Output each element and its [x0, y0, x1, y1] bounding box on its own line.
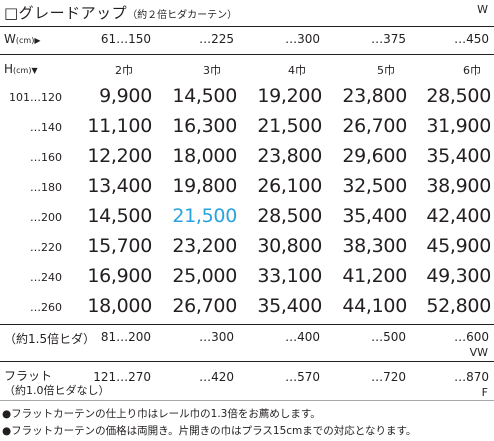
price-cell: 23,800	[257, 145, 322, 167]
price-cell: 19,200	[257, 85, 322, 107]
price-cell: 21,500	[257, 115, 322, 137]
price-cell: 26,700	[342, 115, 407, 137]
price-cell: 18,000	[87, 295, 152, 317]
width-range-1: 61…150	[100, 32, 151, 46]
price-cell: 38,300	[342, 235, 407, 257]
flat-width-2: …420	[199, 370, 234, 384]
note-1: ●フラットカーテンの仕上り巾はレール巾の1.3倍をお薦めします。	[2, 408, 321, 420]
height-range-4: …180	[30, 181, 62, 194]
price-cell: 35,400	[426, 145, 491, 167]
price-cell: 26,100	[257, 175, 322, 197]
width-arrow-icon: ▶	[34, 36, 41, 45]
price-cell: 31,900	[426, 115, 491, 137]
top-rule	[0, 26, 494, 27]
price-cell: 30,800	[257, 235, 322, 257]
width-label: W	[4, 32, 16, 46]
pleat-unit-code: VW	[469, 346, 488, 359]
section-title-main: □グレードアップ	[4, 4, 128, 22]
price-cell: 32,500	[342, 175, 407, 197]
header-rule	[0, 54, 494, 55]
price-cell: 44,100	[342, 295, 407, 317]
price-cell: 23,200	[172, 235, 237, 257]
height-arrow-icon: ▼	[31, 66, 38, 75]
price-cell: 16,300	[172, 115, 237, 137]
width-unit: (cm)	[15, 36, 35, 45]
panel-count-4: 4巾	[288, 64, 306, 77]
width-range-5: …450	[454, 32, 489, 46]
height-label: H	[4, 62, 14, 76]
price-cell: 35,400	[257, 295, 322, 317]
width-unit-code: W	[477, 3, 488, 16]
pleat-rule	[0, 361, 494, 362]
notes-rule	[0, 400, 494, 401]
price-cell: 33,100	[257, 265, 322, 287]
price-cell: 15,700	[87, 235, 152, 257]
section-title-sub: （約２倍ヒダカーテン）	[127, 10, 238, 21]
panel-count-6: 6巾	[463, 64, 481, 77]
flat-row-label: フラット	[4, 369, 53, 383]
height-range-6: …220	[30, 241, 62, 254]
panel-count-5: 5巾	[377, 64, 395, 77]
flat-width-5: …870	[454, 370, 489, 384]
price-cell: 52,800	[426, 295, 491, 317]
width-range-3: …300	[285, 32, 320, 46]
pleat-width-2: …300	[199, 330, 234, 344]
price-cell: 42,400	[426, 205, 491, 227]
price-cell: 12,200	[87, 145, 152, 167]
width-range-4: …375	[371, 32, 406, 46]
price-cell: 35,400	[342, 205, 407, 227]
pleat-width-4: …500	[371, 330, 406, 344]
price-cell: 23,800	[342, 85, 407, 107]
note-2: ●フラットカーテンの価格は両開き。片開きの巾はプラス15cmまでの対応となります…	[2, 425, 417, 437]
height-range-3: …160	[30, 151, 62, 164]
flat-width-1: 121…270	[93, 370, 151, 384]
pleat-width-3: …400	[285, 330, 320, 344]
flat-row-sublabel: （約1.0倍ヒダなし）	[4, 384, 110, 397]
flat-width-3: …570	[285, 370, 320, 384]
flat-unit-code: F	[481, 386, 488, 399]
price-cell: 16,900	[87, 265, 152, 287]
height-range-7: …240	[30, 271, 62, 284]
pleat-width-1: 81…200	[100, 330, 151, 344]
price-cell: 9,900	[99, 85, 152, 107]
table-bottom-rule	[0, 324, 494, 325]
price-cell: 38,900	[426, 175, 491, 197]
section-title: □グレードアップ（約２倍ヒダカーテン）	[4, 2, 237, 23]
height-range-2: …140	[30, 121, 62, 134]
price-cell: 29,600	[342, 145, 407, 167]
price-cell-highlighted: 21,500	[172, 205, 237, 227]
height-range-5: …200	[30, 211, 62, 224]
price-cell: 41,200	[342, 265, 407, 287]
flat-width-4: …720	[371, 370, 406, 384]
height-header-label: H(cm)▼	[4, 62, 38, 76]
price-cell: 14,500	[172, 85, 237, 107]
price-cell: 14,500	[87, 205, 152, 227]
height-range-8: …260	[30, 301, 62, 314]
panel-count-2: 2巾	[115, 64, 133, 77]
price-cell: 26,700	[172, 295, 237, 317]
price-cell: 13,400	[87, 175, 152, 197]
width-range-2: …225	[199, 32, 234, 46]
price-cell: 45,900	[426, 235, 491, 257]
height-range-1: 101…120	[9, 91, 62, 104]
price-cell: 28,500	[257, 205, 322, 227]
price-cell: 28,500	[426, 85, 491, 107]
price-cell: 25,000	[172, 265, 237, 287]
price-cell: 49,300	[426, 265, 491, 287]
panel-count-3: 3巾	[203, 64, 221, 77]
price-cell: 18,000	[172, 145, 237, 167]
width-header-label: W(cm)▶	[4, 32, 40, 46]
price-cell: 19,800	[172, 175, 237, 197]
height-unit: (cm)	[13, 66, 32, 75]
pleat-row-label: （約1.5倍ヒダ）	[4, 332, 96, 346]
price-cell: 11,100	[87, 115, 152, 137]
pleat-width-5: …600	[454, 330, 489, 344]
